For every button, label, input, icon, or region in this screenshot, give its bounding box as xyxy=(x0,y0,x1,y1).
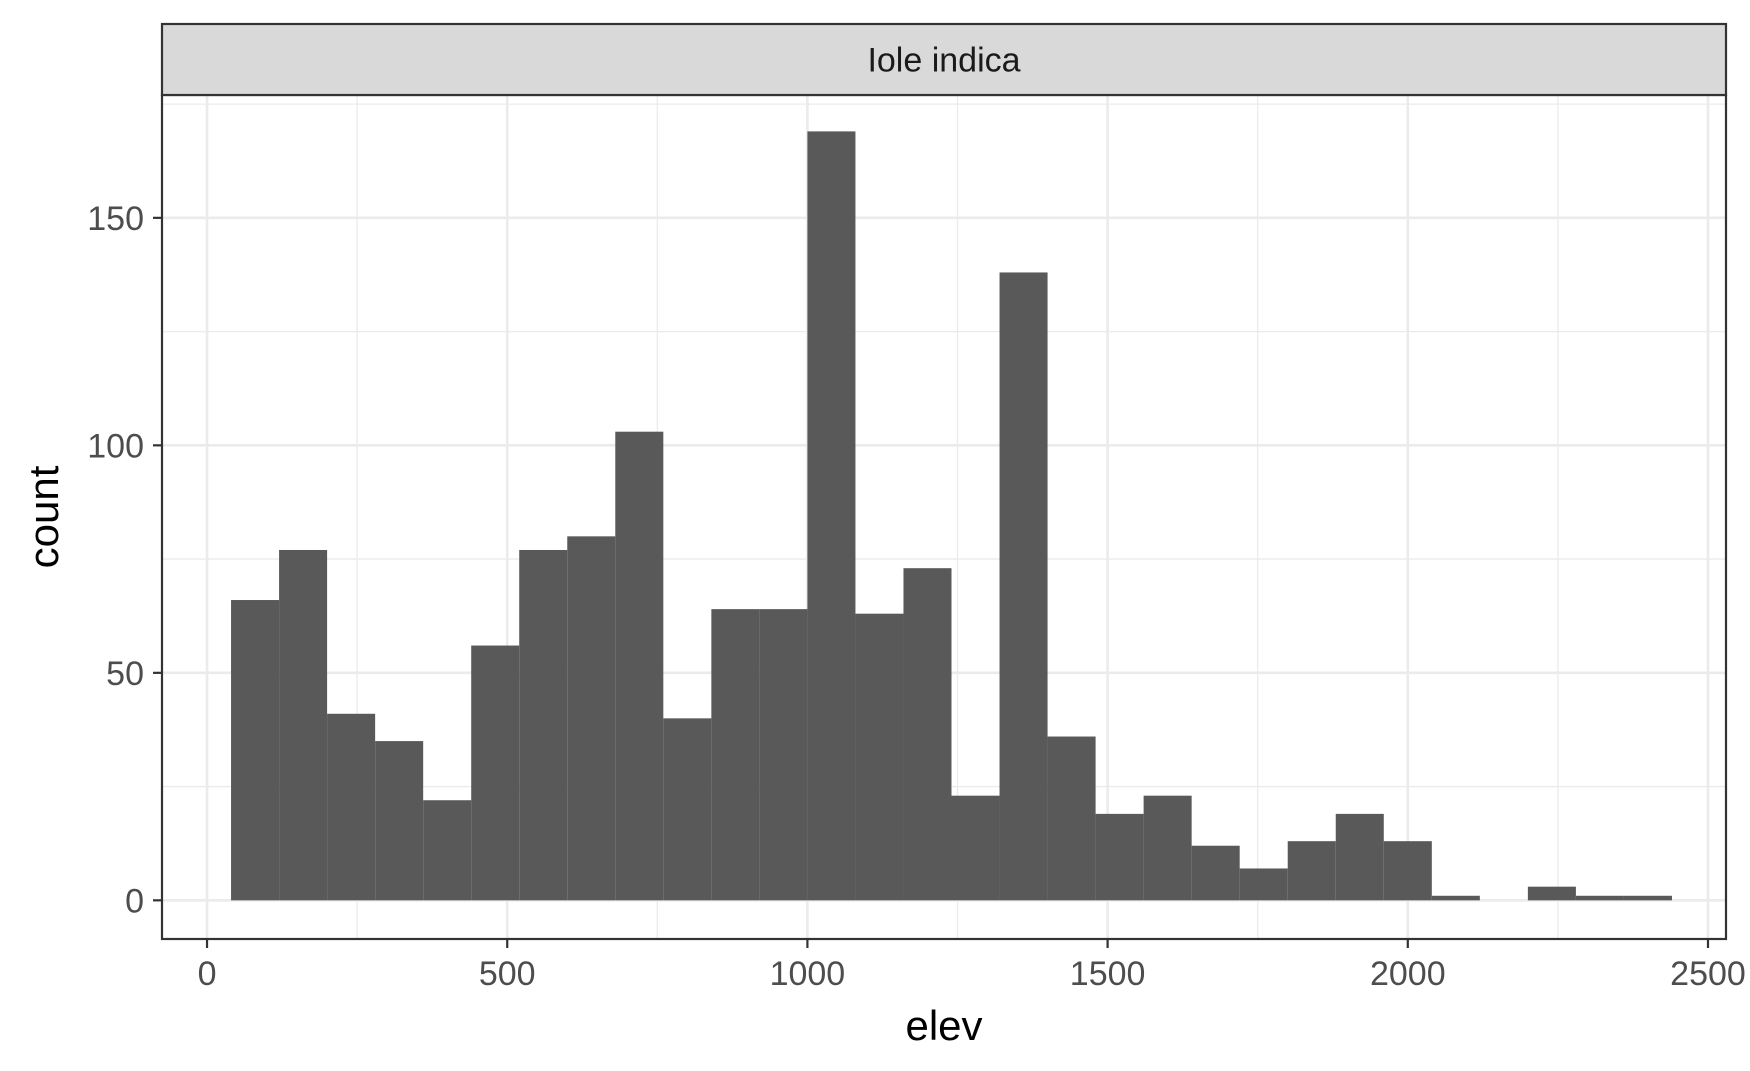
histogram-bar xyxy=(1191,845,1240,901)
histogram-bar xyxy=(1335,813,1384,901)
histogram-bar xyxy=(327,713,376,901)
x-axis-title: elev xyxy=(905,1002,982,1049)
histogram-bar xyxy=(1095,813,1144,901)
y-axis: 0 50 100 150 xyxy=(87,200,162,920)
histogram-bar xyxy=(1383,841,1432,901)
y-tick-label: 50 xyxy=(106,655,144,693)
histogram-bar xyxy=(807,131,856,901)
x-tick-label: 1000 xyxy=(770,955,846,993)
histogram-bar xyxy=(1623,895,1672,901)
facet-strip-background xyxy=(160,22,1728,97)
histogram-bar xyxy=(1575,895,1624,901)
y-tick-label: 0 xyxy=(125,882,144,920)
histogram-bar xyxy=(711,609,760,901)
histogram-bar xyxy=(999,272,1048,901)
x-axis: 0 500 1000 1500 2000 2500 xyxy=(198,939,1746,993)
histogram-bar xyxy=(759,609,808,901)
histogram-bar xyxy=(903,568,952,901)
y-tick-label: 150 xyxy=(87,200,144,238)
histogram-bar xyxy=(471,645,520,901)
histogram-bar xyxy=(1431,895,1480,901)
histogram-bar xyxy=(567,536,616,901)
histogram-bar xyxy=(1527,886,1576,901)
histogram-bar xyxy=(1239,868,1288,901)
x-tick-label: 2000 xyxy=(1370,955,1446,993)
y-tick-label: 100 xyxy=(87,427,144,465)
y-axis-title: count xyxy=(20,465,67,568)
histogram-bar xyxy=(423,800,472,901)
x-tick-label: 500 xyxy=(479,955,536,993)
x-tick-label: 2500 xyxy=(1670,955,1746,993)
histogram-bar xyxy=(855,613,904,901)
histogram-bar xyxy=(1143,795,1192,901)
histogram-bar xyxy=(519,549,568,901)
histogram-bar xyxy=(663,718,712,901)
histogram-bar xyxy=(279,549,328,901)
facet-strip: Iole indica xyxy=(160,22,1728,97)
x-tick-label: 0 xyxy=(198,955,217,993)
x-tick-label: 1500 xyxy=(1070,955,1146,993)
histogram-bar xyxy=(615,431,664,901)
histogram-bars xyxy=(231,131,1672,901)
histogram-bar xyxy=(1287,841,1336,901)
histogram-bar xyxy=(375,741,424,901)
facet-strip-label: Iole indica xyxy=(867,42,1020,80)
histogram-bar xyxy=(951,795,1000,901)
histogram-bar xyxy=(231,600,280,901)
histogram-bar xyxy=(1047,736,1096,901)
